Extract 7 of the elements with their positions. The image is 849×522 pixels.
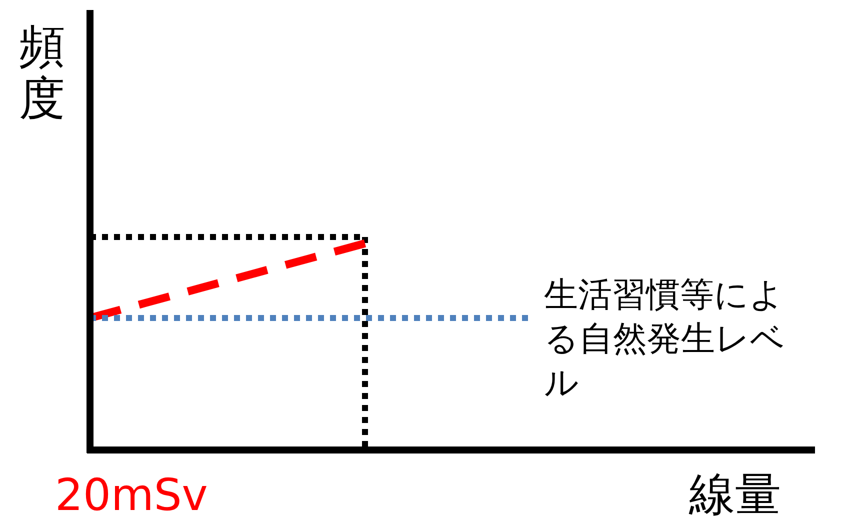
annotation: 20mSv	[55, 470, 208, 521]
ylabel: 頻	[19, 19, 65, 73]
ylabel: 度	[19, 71, 65, 125]
series-label: る自然発生レベ	[544, 318, 785, 359]
xlabel: 線量	[689, 467, 781, 521]
series-label: ル	[544, 362, 579, 403]
series-label: 生活習慣等によ	[544, 274, 784, 315]
